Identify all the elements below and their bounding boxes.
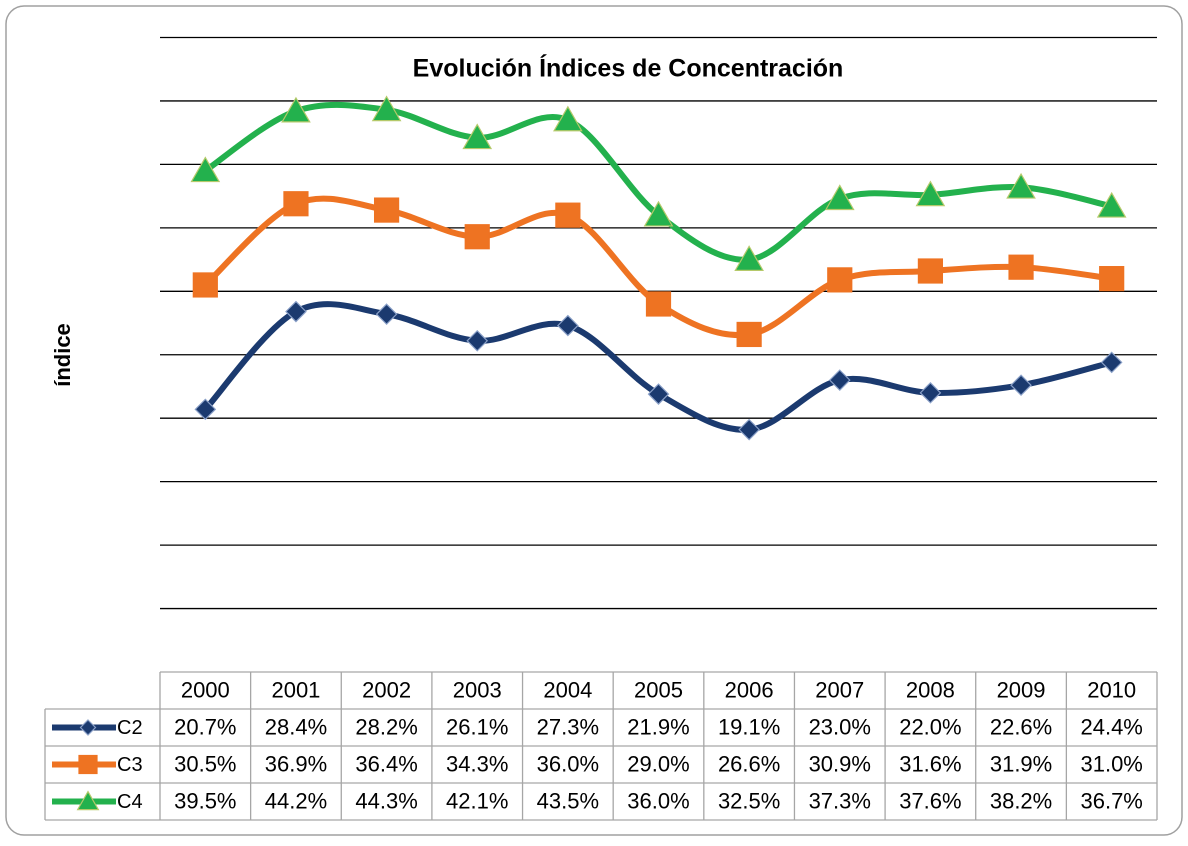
table-header-cell: 2000 bbox=[181, 677, 230, 702]
legend-label: C4 bbox=[117, 791, 143, 813]
data-point bbox=[738, 418, 760, 441]
table-cell: 22.6% bbox=[990, 714, 1052, 739]
data-point bbox=[1010, 374, 1032, 397]
table-cell: 36.9% bbox=[265, 751, 327, 776]
data-point bbox=[1100, 351, 1123, 374]
data-point bbox=[557, 314, 579, 337]
data-point bbox=[917, 258, 944, 284]
data-point bbox=[915, 180, 946, 207]
data-point bbox=[190, 156, 221, 183]
data-point bbox=[281, 96, 311, 123]
legend-label: C3 bbox=[117, 754, 143, 776]
data-point bbox=[373, 197, 400, 223]
table-cell: 30.9% bbox=[809, 751, 871, 776]
table-header-cell: 2006 bbox=[725, 677, 774, 702]
table-header-cell: 2010 bbox=[1087, 677, 1136, 702]
table-cell: 21.9% bbox=[627, 714, 689, 739]
table-cell: 31.9% bbox=[990, 751, 1052, 776]
data-point bbox=[194, 398, 217, 421]
table-cell: 23.0% bbox=[809, 714, 871, 739]
table-cell: 22.0% bbox=[899, 714, 961, 739]
table-cell: 29.0% bbox=[627, 751, 689, 776]
y-axis-label: índice bbox=[50, 323, 75, 387]
table-cell: 43.5% bbox=[537, 788, 599, 813]
table-cell: 31.0% bbox=[1080, 751, 1142, 776]
legend-label: C2 bbox=[117, 717, 143, 739]
table-header-cell: 2002 bbox=[362, 677, 411, 702]
data-point bbox=[283, 191, 309, 217]
data-point bbox=[643, 200, 674, 227]
chart-frame bbox=[5, 5, 1183, 836]
data-point bbox=[1099, 266, 1125, 292]
table-header-cell: 2004 bbox=[543, 677, 592, 702]
table-header-cell: 2005 bbox=[634, 677, 683, 702]
data-point bbox=[462, 123, 493, 150]
data-point bbox=[919, 381, 942, 404]
table-cell: 26.1% bbox=[446, 714, 508, 739]
table-cell: 19.1% bbox=[718, 714, 780, 739]
data-point bbox=[192, 272, 218, 298]
data-point bbox=[736, 321, 762, 348]
table-cell: 26.6% bbox=[718, 751, 780, 776]
table-cell: 28.2% bbox=[355, 714, 417, 739]
legend-marker bbox=[79, 719, 97, 736]
table-cell: 31.6% bbox=[899, 751, 961, 776]
table-cell: 28.4% bbox=[265, 714, 327, 739]
table-header-cell: 2008 bbox=[906, 677, 955, 702]
table-header-cell: 2001 bbox=[271, 677, 320, 702]
data-point bbox=[464, 224, 490, 250]
table-cell: 36.0% bbox=[537, 751, 599, 776]
data-point bbox=[1006, 172, 1036, 199]
data-point bbox=[553, 105, 583, 132]
data-point bbox=[285, 300, 307, 323]
data-point bbox=[466, 329, 489, 352]
data-point bbox=[645, 291, 672, 317]
table-cell: 24.4% bbox=[1080, 714, 1142, 739]
data-point bbox=[824, 184, 855, 211]
data-point bbox=[371, 95, 402, 122]
chart-title: Evolución Índices de Concentración bbox=[413, 54, 844, 83]
table-cell: 44.3% bbox=[355, 788, 417, 813]
table-cell: 42.1% bbox=[446, 788, 508, 813]
data-point bbox=[734, 245, 764, 271]
data-point bbox=[1096, 191, 1127, 218]
table-cell: 32.5% bbox=[718, 788, 780, 813]
legend-marker bbox=[78, 754, 98, 775]
table-cell: 36.7% bbox=[1080, 788, 1142, 813]
table-header-cell: 2003 bbox=[453, 677, 502, 702]
table-cell: 37.6% bbox=[899, 788, 961, 813]
table-cell: 30.5% bbox=[174, 751, 236, 776]
table-header-cell: 2007 bbox=[815, 677, 864, 702]
data-point bbox=[555, 202, 581, 228]
table-cell: 44.2% bbox=[265, 788, 327, 813]
table-cell: 36.4% bbox=[355, 751, 417, 776]
data-point bbox=[647, 383, 670, 405]
data-point bbox=[828, 369, 851, 391]
table-cell: 34.3% bbox=[446, 751, 508, 776]
table-header-cell: 2009 bbox=[997, 677, 1046, 702]
table-cell: 20.7% bbox=[174, 714, 236, 739]
legend-marker bbox=[76, 790, 100, 811]
table-cell: 36.0% bbox=[627, 788, 689, 813]
data-point bbox=[827, 267, 853, 293]
table-cell: 27.3% bbox=[537, 714, 599, 739]
table-cell: 39.5% bbox=[174, 788, 236, 813]
table-cell: 37.3% bbox=[809, 788, 871, 813]
data-point bbox=[375, 303, 398, 325]
data-point bbox=[1008, 254, 1034, 280]
table-cell: 38.2% bbox=[990, 788, 1052, 813]
